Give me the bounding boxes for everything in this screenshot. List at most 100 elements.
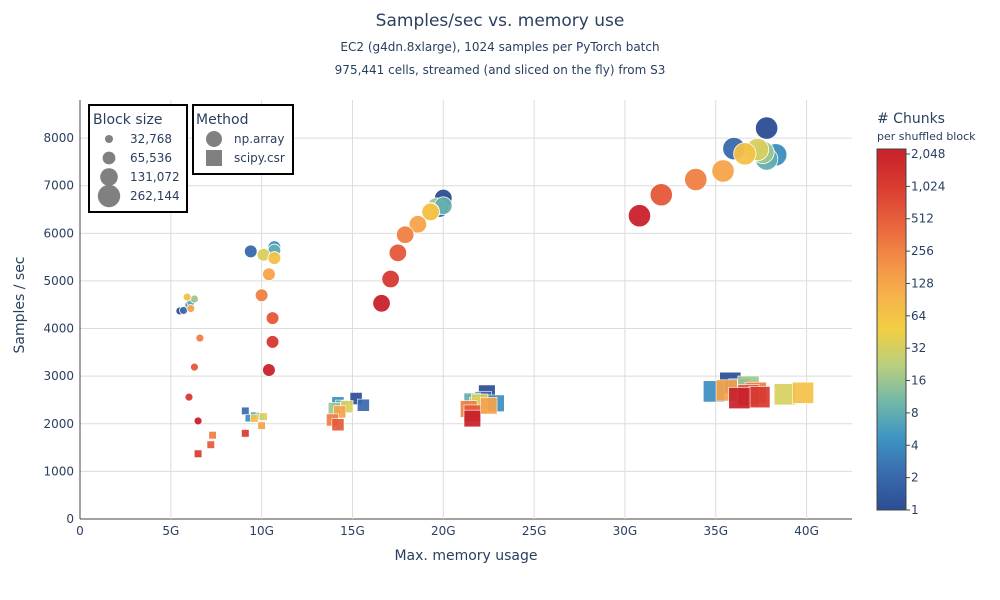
block-size-legend: Block size 32,768 65,536 131,072 262,144	[88, 104, 188, 213]
scipy-csr-point	[208, 431, 217, 440]
scipy-csr-point	[748, 386, 771, 409]
y-tick-label: 0	[66, 512, 74, 526]
method-legend-title: Method	[196, 112, 249, 128]
np-array-point	[182, 292, 192, 302]
circle-marker-icon	[206, 131, 222, 147]
colorbar-tick-label: 1,024	[911, 179, 945, 193]
y-tick-label: 2000	[43, 417, 74, 431]
np-array-point	[184, 392, 194, 402]
np-array-point	[190, 362, 199, 372]
y-tick-label: 8000	[43, 131, 74, 145]
y-tick-label: 6000	[43, 226, 74, 240]
x-axis-title: Max. memory usage	[394, 548, 537, 564]
np-array-point	[408, 215, 428, 234]
np-array-point	[381, 269, 400, 289]
x-tick-label: 35G	[703, 524, 728, 538]
np-array-point	[262, 363, 276, 377]
scipy-csr-point	[480, 397, 498, 415]
np-array-point	[711, 159, 735, 183]
np-array-point	[421, 202, 440, 222]
colorbar-tick-label: 256	[911, 244, 934, 258]
scipy-csr-point	[728, 387, 751, 410]
x-tick-label: 30G	[613, 524, 638, 538]
scipy-csr-point	[193, 449, 203, 458]
scipy-csr-point	[463, 409, 482, 428]
block-size-legend-title: Block size	[93, 112, 162, 128]
np-array-point	[195, 333, 205, 343]
chart-title: Samples/sec vs. memory use	[375, 11, 625, 31]
x-tick-label: 0	[76, 524, 84, 538]
colorbar-tick-label: 64	[911, 309, 926, 323]
np-array-point	[733, 142, 757, 166]
grid-lines	[79, 100, 852, 520]
method-legend-label: np.array	[234, 132, 285, 146]
block-size-marker-icon	[102, 151, 116, 165]
colorbar-tick-label: 32	[911, 341, 926, 355]
block-size-marker-icon	[100, 168, 118, 186]
colorbar-tick-label: 512	[911, 212, 934, 226]
np-array-point	[627, 204, 652, 228]
scipy-csr-point	[241, 406, 250, 416]
colorbar-scale	[876, 148, 907, 511]
block-size-legend-label: 262,144	[130, 189, 180, 203]
block-size-legend-label: 65,536	[130, 151, 172, 165]
chart-subtitle-line1: EC2 (g4dn.8xlarge), 1024 samples per PyT…	[340, 40, 660, 54]
colorbar-tick-label: 2	[911, 471, 919, 485]
y-tick-label: 3000	[43, 369, 74, 383]
np-array-point	[684, 167, 708, 192]
colorbar: # Chunks per shuffled block 1 2 4 8 16 32 64 12…	[876, 111, 976, 517]
colorbar-tick-label: 16	[911, 374, 926, 388]
colorbar-title: # Chunks	[877, 111, 945, 127]
chart-subtitle-line2: 975,441 cells, streamed (and sliced on t…	[334, 63, 666, 77]
block-size-legend-items: 32,768 65,536 131,072 262,144	[97, 132, 180, 208]
np-array-point	[395, 225, 415, 244]
np-array-point	[265, 335, 280, 349]
block-size-legend-label: 131,072	[130, 170, 180, 184]
np-array-point	[372, 294, 391, 313]
colorbar-tick-label: 1	[911, 503, 919, 517]
method-legend-label: scipy.csr	[234, 151, 285, 165]
x-tick-label: 20G	[431, 524, 456, 538]
method-legend-items: np.array scipy.csr	[206, 131, 285, 166]
scipy-csr-point	[206, 440, 215, 449]
x-tick-label: 5G	[162, 524, 179, 538]
colorbar-tick-label: 8	[911, 406, 919, 420]
np-array-point	[193, 416, 203, 426]
block-size-marker-icon	[105, 135, 113, 143]
np-array-point	[190, 294, 199, 304]
np-array-point	[265, 311, 280, 325]
x-tick-label: 10G	[249, 524, 274, 538]
square-marker-icon	[206, 150, 222, 166]
y-axis: 0 1000 2000 3000 4000 5000 6000 7000 8000	[43, 131, 74, 526]
colorbar-tick-label: 2,048	[911, 147, 945, 161]
np-array-point	[388, 243, 408, 263]
scipy-csr-point	[331, 418, 345, 432]
y-axis-title: Samples / sec	[12, 256, 28, 353]
scipy-csr-point	[257, 421, 266, 430]
scipy-csr-point	[356, 398, 370, 412]
colorbar-ticks: 1 2 4 8 16 32 64 128 256 512 1,024 2,048	[906, 147, 945, 517]
method-legend: Method np.array scipy.csr	[192, 104, 294, 175]
x-tick-label: 25G	[522, 524, 547, 538]
colorbar-tick-label: 4	[911, 438, 919, 452]
y-tick-label: 4000	[43, 322, 74, 336]
y-tick-label: 7000	[43, 179, 74, 193]
y-tick-label: 1000	[43, 464, 74, 478]
colorbar-subtitle: per shuffled block	[877, 130, 976, 143]
np-array-point	[649, 183, 673, 207]
colorbar-tick-label: 128	[911, 276, 934, 290]
np-array-point	[186, 304, 196, 313]
np-array-point	[267, 251, 282, 265]
np-array-point	[262, 267, 276, 282]
x-axis: 0 5G 10G 15G 20G 25G 30G 35G 40G	[76, 524, 819, 538]
scipy-csr-point	[259, 412, 268, 421]
np-array-point	[243, 244, 258, 259]
scipy-csr-point	[792, 381, 814, 404]
scipy-csr-point	[250, 414, 259, 423]
scipy-csr-point	[241, 429, 250, 438]
np-array-point	[254, 288, 269, 303]
block-size-marker-icon	[97, 184, 121, 208]
x-tick-label: 40G	[794, 524, 819, 538]
x-tick-label: 15G	[340, 524, 365, 538]
